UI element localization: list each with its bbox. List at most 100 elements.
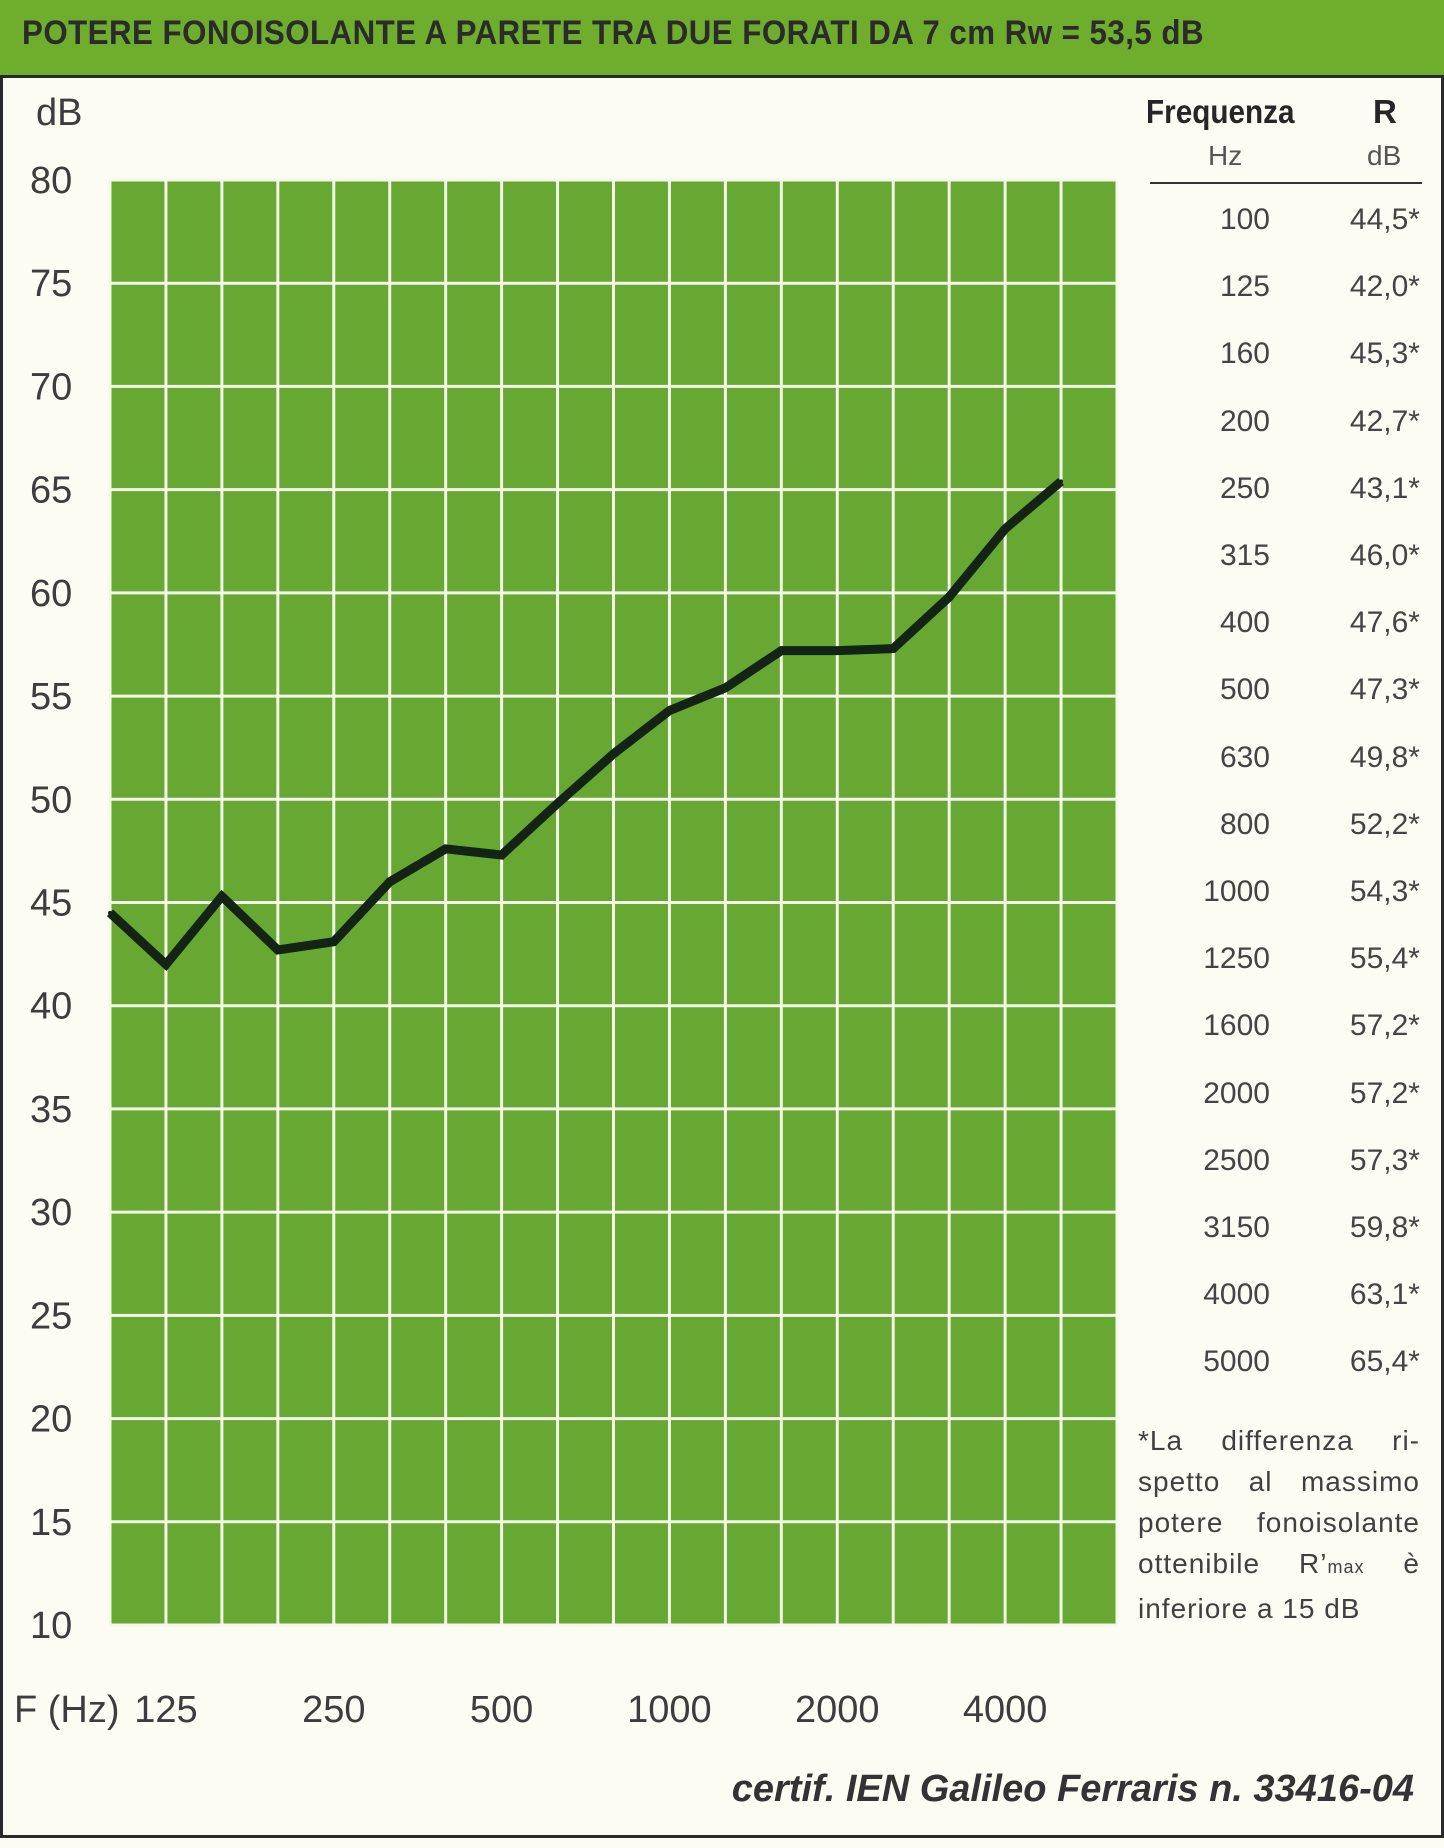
table-cell-frequency: 1600: [1203, 1009, 1270, 1043]
table-cell-frequency: 315: [1219, 539, 1270, 572]
table-cell-frequency: 800: [1219, 807, 1270, 841]
data-point: [835, 648, 840, 653]
table-row: 500 47,3*: [1150, 673, 1420, 713]
table-row: 200 42,7*: [1150, 405, 1420, 445]
y-tick-label: 80: [30, 160, 72, 202]
table-cell-r: 49,8*: [1349, 740, 1420, 774]
table-row: 3150 59,8*: [1150, 1211, 1420, 1251]
table-cell-r: 65,4*: [1349, 1345, 1420, 1379]
x-tick-label: 1000: [627, 1689, 712, 1731]
table-cell-frequency: 400: [1219, 606, 1270, 640]
data-point: [723, 685, 728, 690]
table-cell-frequency: 160: [1219, 337, 1270, 371]
data-point: [947, 594, 952, 599]
data-line: [106, 477, 1064, 971]
table-row: 5000 65,4*: [1150, 1345, 1420, 1385]
table-cell-frequency: 3150: [1203, 1211, 1270, 1244]
table-row: 125 42,0*: [1150, 270, 1420, 310]
table-cell-frequency: 1000: [1203, 875, 1270, 908]
x-tick-label: 2000: [795, 1689, 880, 1731]
data-point: [1003, 526, 1008, 531]
title-bar: POTERE FONOISOLANTE A PARETE TRA DUE FOR…: [0, 0, 1444, 78]
table-cell-r: 55,4*: [1349, 942, 1420, 976]
table-cell-frequency: 100: [1219, 203, 1270, 236]
y-tick-label: 30: [30, 1192, 72, 1234]
table-cell-r: 47,3*: [1349, 673, 1420, 707]
x-tick-label: 4000: [963, 1689, 1048, 1731]
table-divider: [1150, 182, 1422, 184]
table-cell-r: 43,1*: [1349, 471, 1420, 505]
table-header-r: R: [1373, 93, 1397, 130]
y-tick-label: 10: [30, 1605, 72, 1647]
y-tick-label: 75: [30, 263, 72, 305]
table-row: 1600 57,2*: [1150, 1009, 1420, 1049]
data-point: [667, 708, 672, 713]
y-tick-label: 15: [30, 1502, 72, 1544]
table-row: 630 49,8*: [1150, 741, 1420, 781]
data-point: [387, 879, 392, 884]
table-row: 160 45,3*: [1150, 337, 1420, 377]
y-tick-label: 20: [30, 1399, 72, 1441]
x-tick-label: 500: [470, 1689, 533, 1731]
table-cell-frequency: 1250: [1203, 942, 1270, 976]
data-point: [1059, 479, 1064, 484]
table-cell-frequency: 630: [1219, 740, 1270, 774]
table-row: 2000 57,2*: [1150, 1077, 1420, 1117]
data-point: [891, 646, 896, 651]
table-cell-r: 47,6*: [1349, 606, 1420, 640]
data-point: [499, 853, 504, 858]
data-point: [275, 947, 280, 952]
footnote-text: ottenibile R’: [1138, 1548, 1328, 1579]
footnote-line: ottenibile R’max è: [1138, 1543, 1420, 1588]
data-point: [555, 801, 560, 806]
table-cell-r: 42,0*: [1349, 270, 1420, 304]
table-cell-r: 52,2*: [1349, 807, 1420, 841]
data-point: [331, 939, 336, 944]
y-tick-label: 45: [30, 883, 72, 925]
table-unit-db: dB: [1367, 140, 1402, 171]
y-tick-label: 40: [30, 986, 72, 1028]
data-point: [443, 846, 448, 851]
data-point: [779, 648, 784, 653]
table-cell-r: 57,2*: [1349, 1009, 1420, 1043]
table-row: 2500 57,3*: [1150, 1144, 1420, 1184]
table-cell-frequency: 2500: [1203, 1143, 1270, 1177]
table-cell-frequency: 500: [1219, 673, 1270, 707]
data-point: [108, 910, 112, 915]
table-cell-frequency: 200: [1219, 404, 1270, 438]
x-tick-label: 125: [134, 1689, 197, 1731]
table-row: 315 46,0*: [1150, 539, 1420, 579]
table-cell-r: 59,8*: [1349, 1211, 1420, 1244]
table-cell-r: 46,0*: [1349, 539, 1420, 572]
table-cell-r: 44,5*: [1349, 203, 1420, 236]
x-axis-label: F (Hz): [14, 1689, 120, 1731]
y-tick-label: 65: [30, 470, 72, 512]
table-cell-frequency: 4000: [1203, 1278, 1270, 1312]
footnote-subscript: max: [1327, 1557, 1365, 1577]
x-tick-label: 250: [302, 1689, 365, 1731]
data-point: [611, 751, 616, 756]
table-unit-hz: Hz: [1208, 140, 1243, 171]
table-cell-r: 57,2*: [1349, 1076, 1420, 1110]
table-row: 100 44,5*: [1150, 203, 1420, 243]
table-cell-r: 42,7*: [1349, 404, 1420, 438]
table-cell-r: 54,3*: [1349, 875, 1420, 908]
data-point: [163, 962, 168, 967]
y-tick-label: 35: [30, 1089, 72, 1131]
footnote-line: *La differenza ri-: [1138, 1425, 1420, 1456]
footnote-line: inferiore a 15 dB: [1138, 1593, 1361, 1624]
table-cell-r: 45,3*: [1349, 337, 1420, 371]
y-tick-label: 55: [30, 676, 72, 718]
table-cell-r: 63,1*: [1349, 1278, 1420, 1312]
y-tick-label: 70: [30, 366, 72, 408]
table-row: 1250 55,4*: [1150, 942, 1420, 982]
table-row: 400 47,6*: [1150, 606, 1420, 646]
footnote-line: potere fonoisolante: [1138, 1507, 1420, 1538]
table-row: 1000 54,3*: [1150, 875, 1420, 915]
footnote-text: è: [1364, 1548, 1420, 1579]
table-cell-frequency: 250: [1219, 471, 1270, 505]
table-cell-frequency: 125: [1219, 270, 1270, 304]
y-tick-label: 60: [30, 573, 72, 615]
